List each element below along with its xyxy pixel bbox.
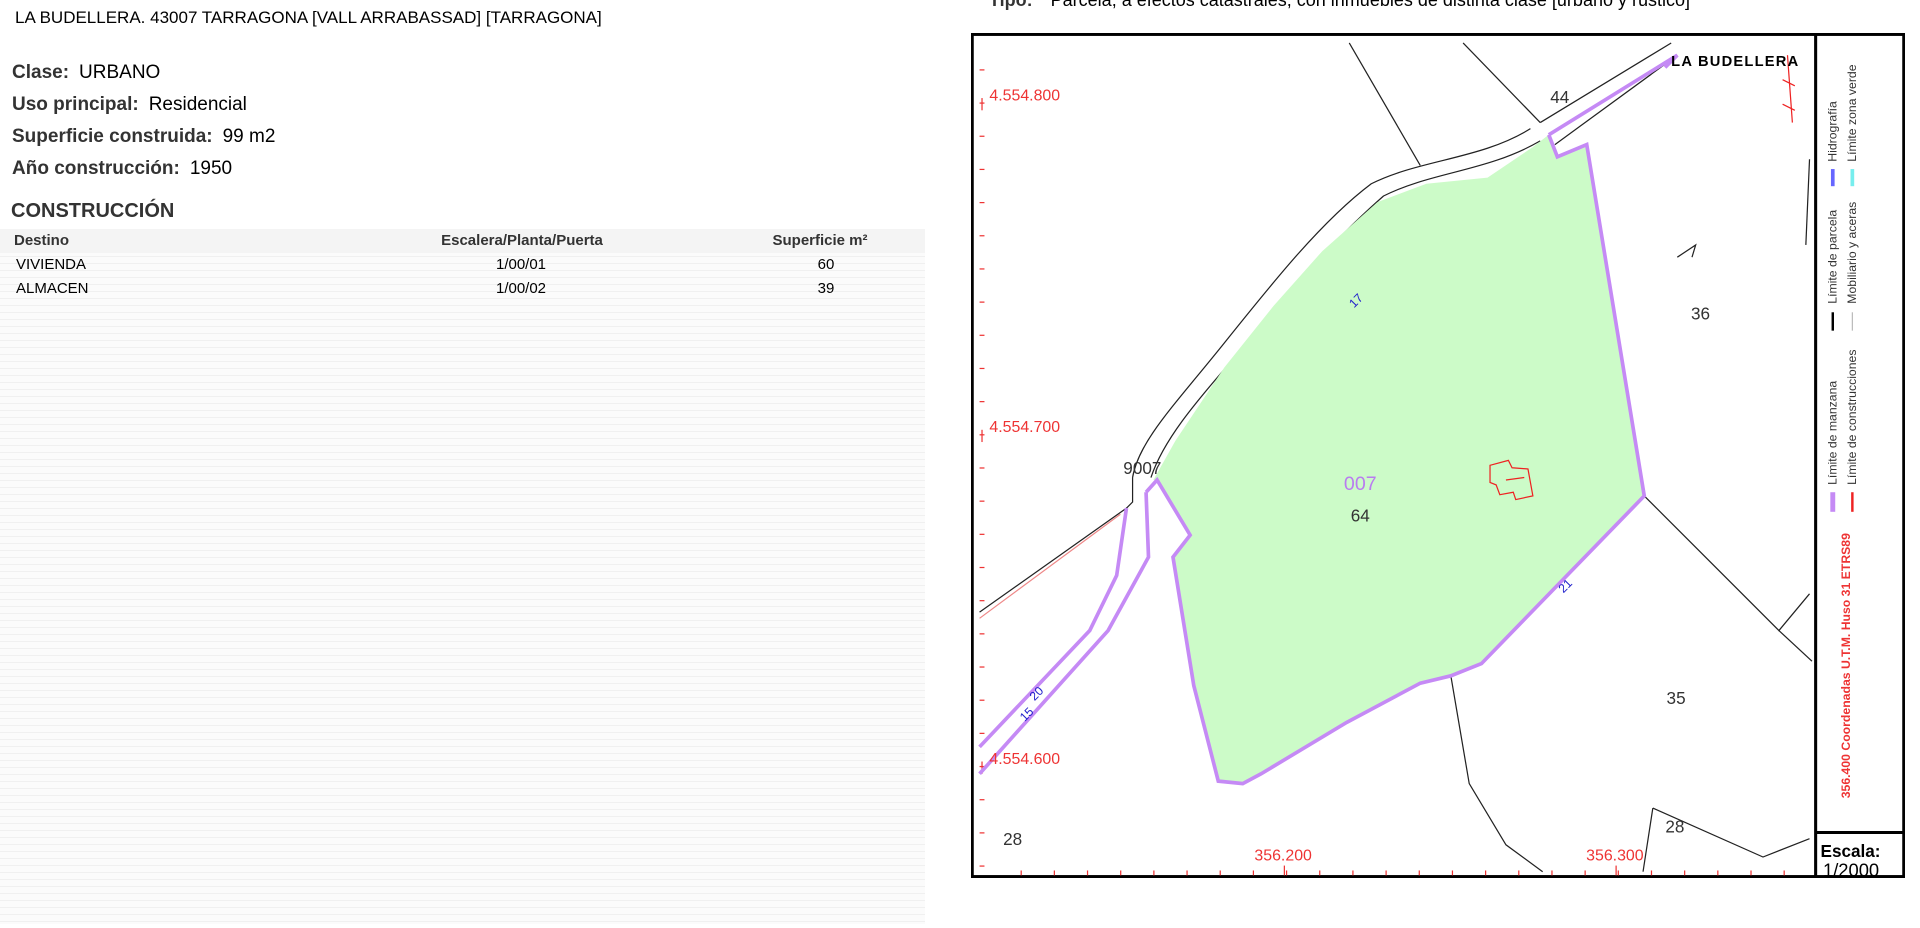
type-value: Parcela, a efectos catastrales, con inmu… bbox=[1050, 0, 1690, 10]
map-labels: LA BUDELLERA 4.554.800 4.554.700 4.554.6… bbox=[989, 54, 1799, 865]
coord-label: 356.300 bbox=[1586, 848, 1644, 865]
parcel-type: Tipo: Parcela, a efectos catastrales, con… bbox=[989, 0, 1690, 11]
legend-entry: Límite de manzana bbox=[1825, 381, 1839, 485]
column-header: Superficie m² bbox=[772, 232, 868, 249]
field-value: URBANO bbox=[79, 62, 161, 83]
legend-entry: Límite de parcela bbox=[1825, 210, 1839, 304]
field: Superficie construida: 99 m2 bbox=[12, 126, 275, 148]
type-label: Tipo: bbox=[989, 0, 1033, 10]
cell: VIVIENDA bbox=[16, 256, 87, 273]
section-title: CONSTRUCCIÓN bbox=[11, 200, 175, 222]
coord-label: 4.554.800 bbox=[989, 88, 1060, 105]
projection: 356.400 Coordenadas U.T.M. Huso 31 ETRS8… bbox=[1839, 533, 1853, 798]
legend-entry: Límite zona verde bbox=[1845, 64, 1859, 161]
parcel-label: 44 bbox=[1550, 87, 1570, 107]
parcel-label: 64 bbox=[1351, 506, 1371, 526]
cell: ALMACEN bbox=[16, 280, 89, 297]
legend-entry: Límite de construcciones bbox=[1845, 350, 1859, 485]
field: Clase: URBANO bbox=[12, 62, 160, 84]
cell: 60 bbox=[817, 256, 835, 273]
coord-label: 356.200 bbox=[1254, 848, 1312, 865]
info-panel: LA BUDELLERA. 43007 TARRAGONA [VALL ARRA… bbox=[0, 0, 925, 928]
building bbox=[1489, 55, 1796, 501]
ticks bbox=[979, 69, 1785, 876]
field-value: 1950 bbox=[189, 158, 233, 179]
parcel-label: 35 bbox=[1667, 688, 1686, 708]
field-label: Superficie construida: bbox=[12, 126, 213, 147]
scale-label: Escala: bbox=[1821, 841, 1881, 861]
cell: 1/00/02 bbox=[495, 280, 547, 297]
field: Año construcción: 1950 bbox=[12, 158, 232, 180]
field-value: Residencial bbox=[148, 94, 247, 115]
legend-entry: Hidrografía bbox=[1825, 101, 1839, 162]
field-label: Año construcción: bbox=[12, 158, 180, 179]
block-boundary bbox=[978, 53, 1679, 786]
parcel-label: 28 bbox=[1665, 817, 1684, 837]
cell: 39 bbox=[817, 280, 835, 297]
address: LA BUDELLERA. 43007 TARRAGONA [VALL ARRA… bbox=[15, 8, 602, 27]
field-value: 99 m2 bbox=[222, 126, 276, 147]
map: LA BUDELLERA 4.554.800 4.554.700 4.554.6… bbox=[971, 33, 1905, 878]
place-name: LA BUDELLERA bbox=[1671, 54, 1799, 70]
field: Uso principal: Residencial bbox=[12, 94, 247, 116]
field-label: Clase: bbox=[12, 62, 70, 83]
scale-value: 1/2000 bbox=[1823, 860, 1879, 878]
legend-entry: Mobiliario y aceras bbox=[1845, 202, 1859, 304]
parcel-label: 28 bbox=[1003, 829, 1022, 849]
table-row: ALMACEN 1/00/02 39 bbox=[0, 277, 925, 301]
cell: 1/00/01 bbox=[495, 256, 547, 273]
parcel-label: 36 bbox=[1691, 304, 1710, 324]
legend: Hidrografía Límite zona verde Límite de … bbox=[1821, 64, 1881, 878]
boundaries bbox=[979, 42, 1813, 873]
column-header: Escalera/Planta/Puerta bbox=[441, 232, 603, 249]
parcel-label: 9007 bbox=[1123, 458, 1161, 478]
table-row: VIVIENDA 1/00/01 60 bbox=[0, 253, 925, 277]
column-header: Destino bbox=[14, 232, 70, 249]
coord-label: 4.554.700 bbox=[989, 419, 1060, 436]
parcel-label: 007 bbox=[1344, 473, 1377, 495]
coord-label: 4.554.600 bbox=[989, 751, 1060, 768]
table: Destino Escalera/Planta/Puerta Superfici… bbox=[0, 229, 925, 924]
table-header: Destino Escalera/Planta/Puerta Superfici… bbox=[0, 229, 925, 253]
road-edge bbox=[979, 513, 1121, 619]
field-label: Uso principal: bbox=[12, 94, 139, 115]
